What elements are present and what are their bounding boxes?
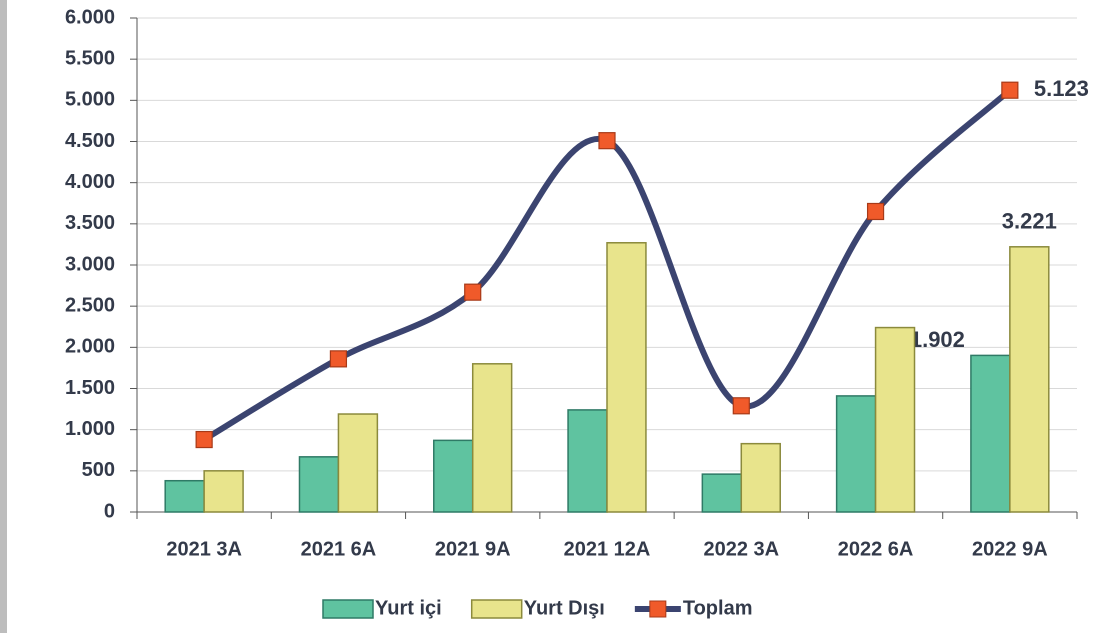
bar: [835, 395, 877, 513]
x-tick-label: 2022 6A: [838, 538, 914, 560]
marker: [732, 397, 750, 415]
bar: [298, 456, 340, 513]
marker: [464, 283, 482, 301]
y-tick-label: 3.000: [65, 253, 115, 275]
data-label: 3.221: [1002, 209, 1057, 234]
y-tick-label: 5.500: [65, 47, 115, 69]
bar: [567, 409, 608, 513]
marker: [329, 350, 348, 368]
x-tick-label: 2022 9A: [972, 538, 1048, 560]
bar: [337, 413, 379, 513]
y-tick-label: 1.000: [65, 418, 115, 440]
y-tick-label: 3.500: [65, 212, 115, 234]
y-tick-label: 6.000: [65, 6, 115, 28]
x-tick-label: 2022 3A: [703, 538, 779, 560]
y-tick-label: 5.000: [65, 89, 115, 111]
marker: [866, 202, 885, 221]
bar: [740, 442, 781, 513]
legend-swatch: [649, 600, 667, 618]
legend-swatch: [470, 599, 523, 619]
y-tick-label: 2.500: [65, 294, 115, 316]
bar: [1009, 246, 1050, 513]
data-label: 5.123: [1034, 76, 1089, 101]
x-tick-label: 2021 12A: [564, 538, 651, 560]
y-tick-label: 4.500: [65, 130, 115, 152]
bar: [874, 326, 916, 513]
x-tick-label: 2021 6A: [301, 538, 377, 560]
bar: [164, 479, 205, 513]
bar: [606, 242, 647, 513]
bar: [970, 354, 1011, 513]
x-tick-label: 2021 3A: [166, 538, 242, 560]
marker: [195, 430, 213, 449]
marker: [598, 132, 616, 150]
legend-label: Toplam: [683, 597, 753, 619]
legend-label: Yurt Dışı: [524, 597, 605, 619]
y-tick-label: 0: [104, 500, 115, 522]
bar: [203, 470, 244, 513]
legend-label: Yurt içi: [375, 597, 442, 619]
bar: [471, 363, 513, 513]
frame-edge: [0, 0, 7, 633]
marker: [1001, 81, 1019, 99]
legend-swatch: [322, 599, 374, 619]
y-tick-label: 2.000: [65, 336, 115, 358]
x-tick-label: 2021 9A: [435, 538, 511, 560]
y-tick-label: 1.500: [65, 377, 115, 399]
data-label: 1.902: [910, 327, 965, 352]
bar: [433, 439, 474, 513]
bar: [701, 473, 743, 513]
y-tick-label: 4.000: [65, 171, 115, 193]
y-tick-label: 500: [82, 459, 115, 481]
